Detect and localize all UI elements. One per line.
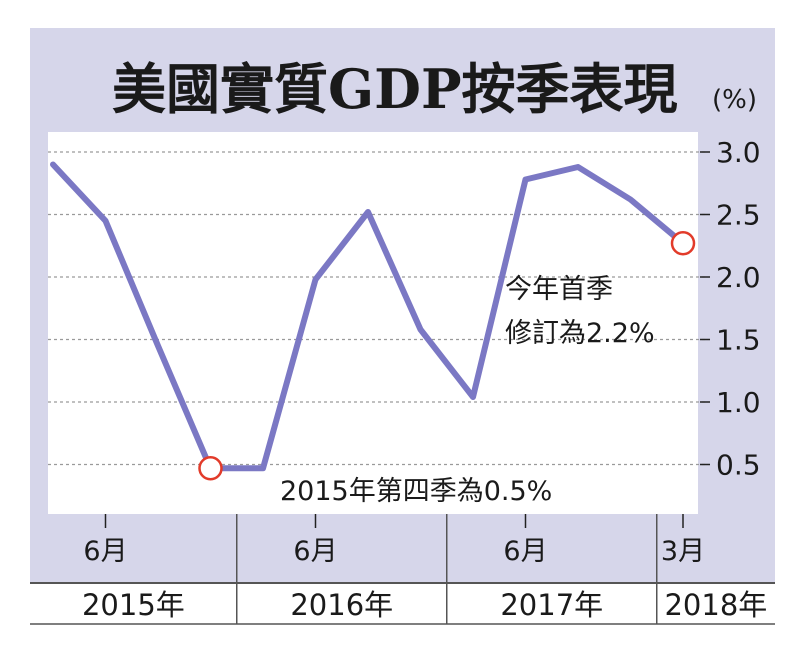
gdp-line	[50, 161, 686, 472]
highlight-layer	[198, 231, 696, 481]
year-label: 2018年	[664, 588, 767, 622]
y-tick-label: 3.0	[716, 136, 761, 169]
y-axis: 3.0 2.5 2.0 1.5 1.0 0.5	[700, 136, 761, 482]
series-layer	[50, 161, 686, 472]
month-tick-label: 3月	[661, 536, 705, 567]
unit-label: (%)	[712, 85, 757, 115]
chart-title: 美國實質GDP按季表現	[112, 57, 678, 121]
month-tick-label: 6月	[503, 536, 547, 567]
y-tick-label: 2.5	[716, 199, 761, 232]
y-tick-label: 2.0	[716, 261, 761, 294]
highlight-marker	[198, 456, 223, 481]
x-axis: 6月 6月 6月 3月 2015年 2016年 2017年 2018年	[30, 514, 775, 625]
year-label: 2015年	[82, 588, 185, 622]
year-label: 2017年	[500, 588, 603, 622]
annotation-q1-2018-line: 修訂為2.2%	[505, 318, 655, 349]
annotation-q1-2018-line: 今年首季	[505, 274, 613, 305]
y-tick-label: 0.5	[716, 449, 761, 482]
y-tick-label: 1.0	[716, 386, 761, 419]
plot-area	[48, 132, 698, 514]
gridlines	[48, 151, 706, 466]
year-label: 2016年	[290, 588, 393, 622]
month-tick-label: 6月	[83, 536, 127, 567]
y-tick-label: 1.5	[716, 324, 761, 357]
month-tick-label: 6月	[293, 536, 337, 567]
highlight-marker	[670, 231, 696, 256]
annotation-q4-2015: 2015年第四季為0.5%	[280, 476, 552, 507]
